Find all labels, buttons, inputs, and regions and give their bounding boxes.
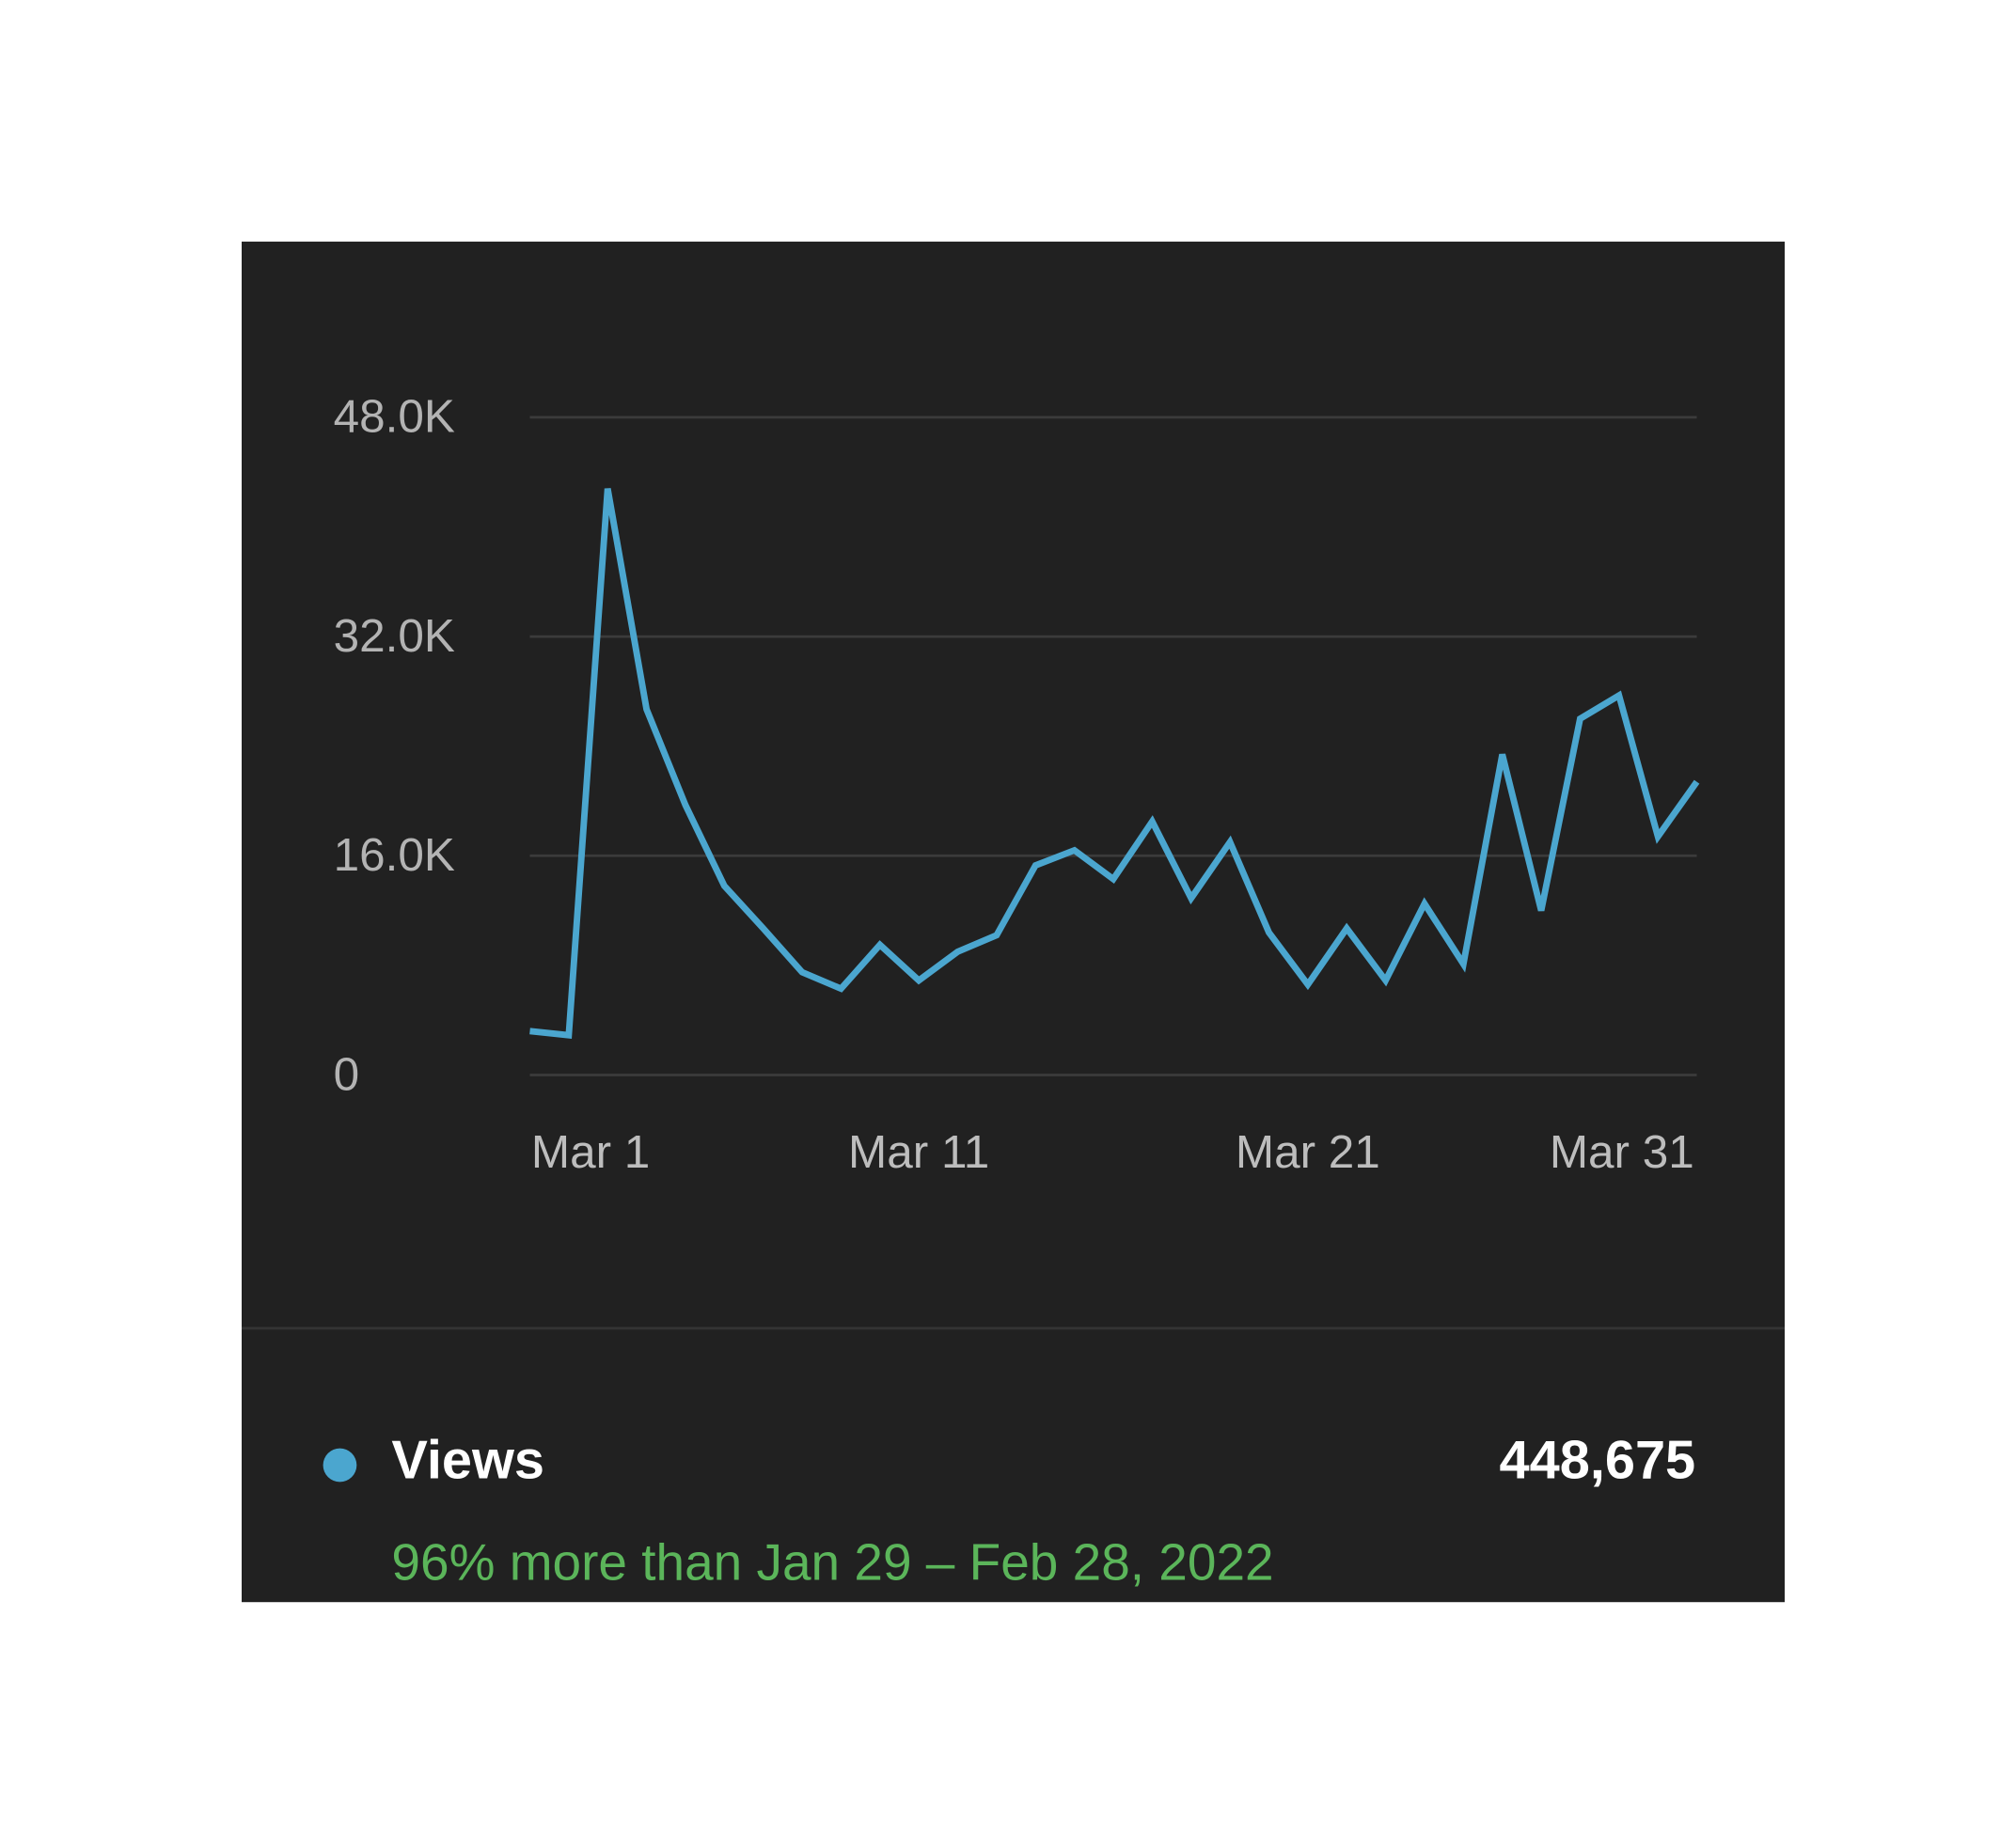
x-tick-label: Mar 31 xyxy=(1550,1126,1694,1178)
panel xyxy=(242,242,1785,1603)
legend-label: Views xyxy=(391,1430,544,1490)
y-tick-label: 48.0K xyxy=(334,391,455,443)
y-tick-label: 16.0K xyxy=(334,829,455,881)
y-tick-label: 0 xyxy=(334,1048,360,1100)
x-tick-label: Mar 21 xyxy=(1236,1126,1380,1178)
comparison: 96% more than Jan 29 – Feb 28, 2022 xyxy=(391,1532,1273,1591)
data-line xyxy=(529,488,1700,1040)
total: 448,675 xyxy=(1500,1430,1696,1490)
legend-dot xyxy=(323,1448,357,1483)
y-tick-label: 32.0K xyxy=(334,610,455,662)
x-tick-label: Mar 1 xyxy=(531,1126,650,1178)
x-tick-label: Mar 11 xyxy=(848,1126,989,1178)
